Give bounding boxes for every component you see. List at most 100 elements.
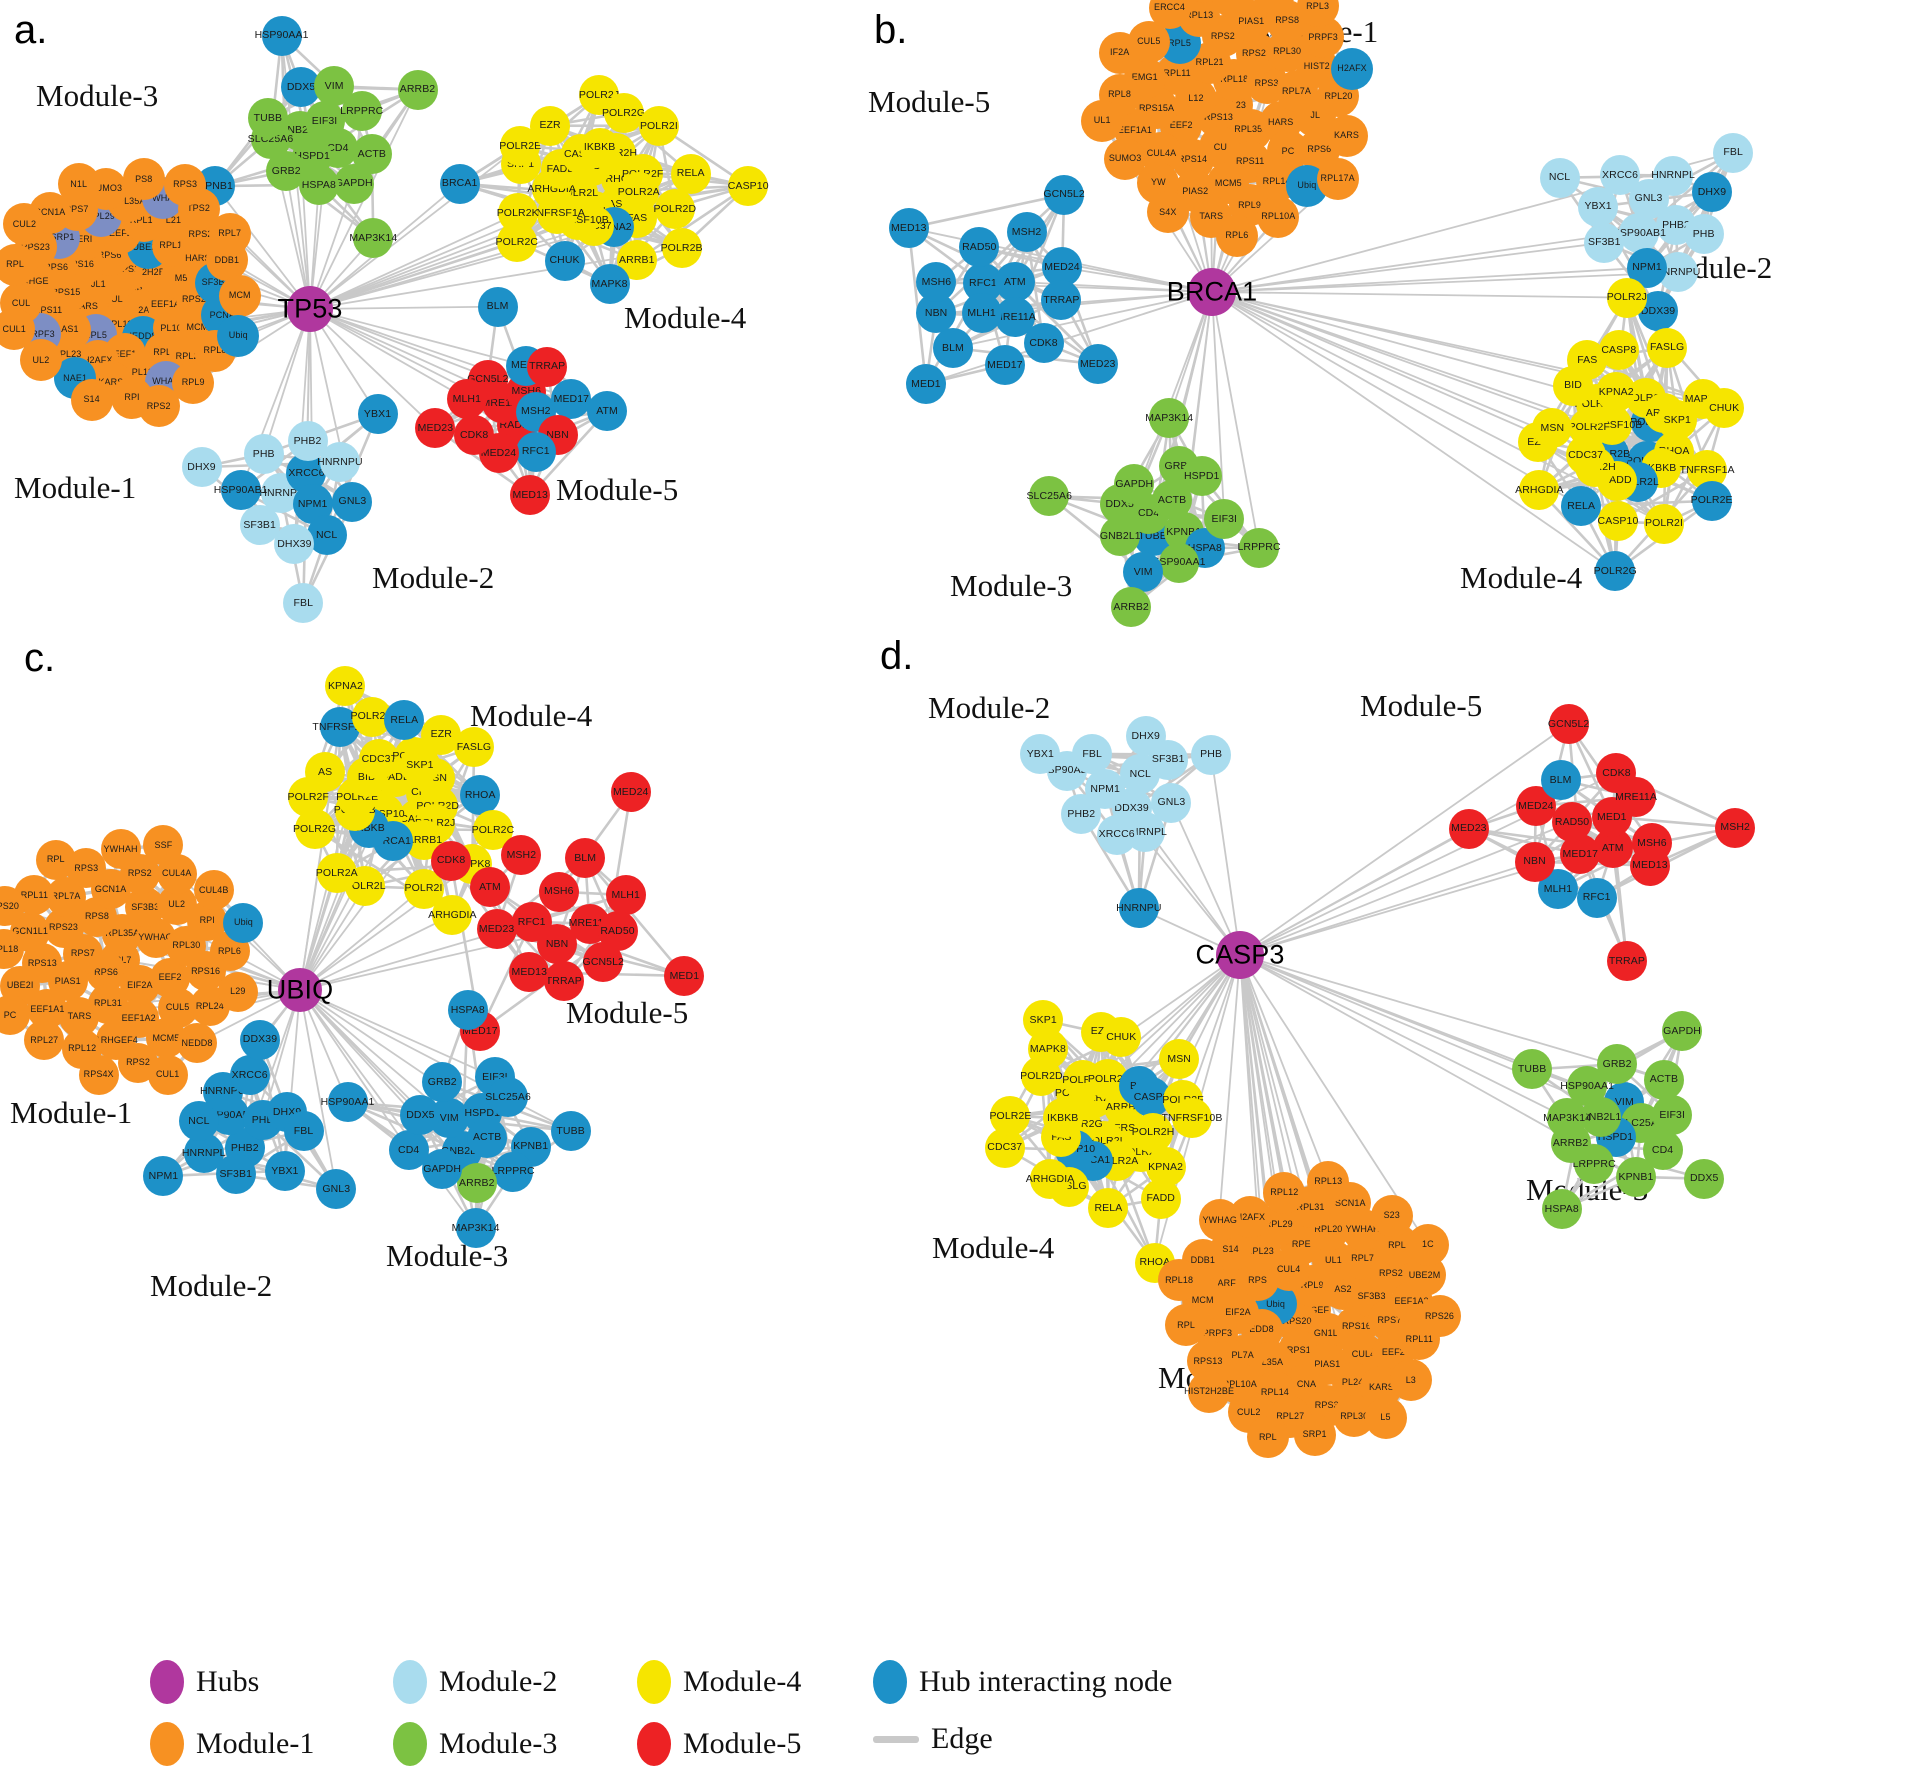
node-xrcc6[interactable]: XRCC6 [1600, 154, 1641, 195]
node-as[interactable]: AS [305, 752, 346, 793]
node-gcn5l2[interactable]: GCN5L2 [1043, 174, 1085, 215]
hub-node-casp3[interactable]: CASP3 [1195, 931, 1284, 979]
node-ybx1[interactable]: YBX1 [264, 1150, 305, 1191]
node-ywhag[interactable]: YWHAG [1198, 1199, 1241, 1242]
node-rpl27[interactable]: RPL27 [24, 1020, 65, 1061]
node-arhgdia[interactable]: ARHGDIA [1026, 1159, 1074, 1200]
node-msh6[interactable]: MSH6 [538, 871, 579, 912]
node-dhx9[interactable]: DHX9 [1691, 172, 1732, 213]
node-med17[interactable]: MED17 [551, 378, 592, 419]
node-ybx1[interactable]: YBX1 [357, 394, 398, 435]
node-rela[interactable]: RELA [670, 153, 711, 194]
node-dhx9[interactable]: DHX9 [181, 447, 222, 488]
node-fbl[interactable]: FBL [1072, 733, 1113, 774]
node-phb[interactable]: PHB [1683, 214, 1724, 255]
node-trrap[interactable]: TRRAP [527, 346, 568, 387]
node-hnrnpl[interactable]: HNRNPL [1651, 155, 1695, 196]
node-polr2a[interactable]: POLR2A [316, 853, 358, 894]
node-casp10[interactable]: CASP10 [728, 165, 769, 206]
node-actb[interactable]: ACTB [1643, 1059, 1684, 1100]
node-blm[interactable]: BLM [565, 838, 606, 879]
node-ul2[interactable]: UL2 [19, 339, 62, 382]
node-rad50[interactable]: RAD50 [1552, 801, 1593, 842]
node-l3[interactable]: L3 [1389, 1359, 1432, 1402]
node-grb2[interactable]: GRB2 [422, 1062, 463, 1103]
node-arrb2[interactable]: ARRB2 [1111, 587, 1152, 628]
node-msn[interactable]: MSN [1532, 407, 1573, 448]
node-blm[interactable]: BLM [932, 328, 973, 368]
hub-node-tp53[interactable]: TP53 [278, 286, 342, 332]
node-s4x[interactable]: S4X [1146, 191, 1189, 234]
node-slc25a6[interactable]: SLC25A6 [1026, 476, 1072, 517]
node-mlh1[interactable]: MLH1 [961, 293, 1002, 334]
node-eif3i[interactable]: EIF3I [1204, 499, 1245, 540]
node-ybx1[interactable]: YBX1 [1020, 733, 1061, 774]
node-arrb2[interactable]: ARRB2 [456, 1163, 497, 1204]
node-lrpprc[interactable]: LRPPRC [492, 1151, 535, 1192]
node-atm[interactable]: ATM [994, 261, 1035, 302]
node-polr2e[interactable]: POLR2E [1691, 480, 1733, 521]
node-hnrnpu[interactable]: HNRNPU [317, 442, 363, 483]
node-h2afx[interactable]: H2AFX [1331, 47, 1374, 90]
node-atm[interactable]: ATM [587, 391, 628, 432]
node-n1l[interactable]: N1L [57, 163, 100, 206]
node-msh2[interactable]: MSH2 [1006, 212, 1047, 253]
node-eif3i[interactable]: EIF3I [304, 101, 345, 142]
node-fbl[interactable]: FBL [283, 1111, 324, 1152]
node-rpl10a[interactable]: RPL10A [1257, 195, 1300, 238]
node-ywhah[interactable]: YWHAH [100, 829, 141, 870]
node-hsp90aa1[interactable]: HSP90AA1 [1152, 542, 1205, 583]
node-fadd[interactable]: FADD [1140, 1178, 1181, 1219]
node-casp8[interactable]: CASP8 [1598, 330, 1639, 371]
node-sf3b3[interactable]: SF3B3 [125, 887, 166, 928]
node-ddx5[interactable]: DDX5 [1684, 1158, 1725, 1199]
node-rpl6[interactable]: RPL6 [1215, 214, 1258, 257]
node-faslg[interactable]: FASLG [453, 727, 494, 768]
node-med1[interactable]: MED1 [664, 955, 705, 996]
hub-node-brca1[interactable]: BRCA1 [1167, 268, 1257, 316]
node-gcn5l2[interactable]: GCN5L2 [583, 942, 624, 983]
node-rps26[interactable]: RPS26 [1418, 1295, 1461, 1338]
node-rpl9[interactable]: RPL9 [172, 361, 215, 404]
node-sumo3[interactable]: SUMO3 [1104, 137, 1147, 180]
node-l29[interactable]: L29 [217, 971, 258, 1012]
node-tubb[interactable]: TUBB [247, 97, 288, 138]
node-rpl[interactable]: RPL [35, 839, 76, 880]
node-chuk[interactable]: CHUK [1101, 1017, 1142, 1058]
node-rpl17a[interactable]: RPL17A [1316, 157, 1359, 200]
node-rps3[interactable]: RPS3 [164, 163, 207, 206]
node-tubb[interactable]: TUBB [550, 1110, 591, 1151]
node-ezr[interactable]: EZR [530, 105, 571, 146]
node-polr2g[interactable]: POLR2G [602, 92, 645, 133]
node-gnl3[interactable]: GNL3 [1151, 782, 1192, 823]
node-chuk[interactable]: CHUK [544, 240, 585, 281]
node-cdk8[interactable]: CDK8 [1023, 322, 1064, 363]
node-rhoa[interactable]: RHOA [460, 775, 501, 816]
node-msh6[interactable]: MSH6 [916, 262, 957, 303]
node-s14[interactable]: S14 [70, 378, 113, 421]
node-rpl[interactable]: RPL [0, 243, 37, 286]
node-lrpprc[interactable]: LRPPRC [1237, 527, 1281, 568]
node-med13[interactable]: MED13 [1629, 845, 1670, 886]
node-ube2m[interactable]: UBE2M [1211, 0, 1254, 19]
node-hsp90ab1[interactable]: HSP90AB1 [1612, 213, 1666, 254]
node-ikbkb[interactable]: IKBKB [579, 127, 620, 168]
node-sf3b1[interactable]: SF3B1 [1584, 222, 1625, 263]
node-msh2[interactable]: MSH2 [1715, 807, 1756, 848]
node-rela[interactable]: RELA [1561, 485, 1602, 526]
node-s23[interactable]: S23 [1370, 1194, 1413, 1237]
node-rps4x[interactable]: RPS4X [78, 1054, 119, 1095]
node-med13[interactable]: MED13 [888, 207, 929, 248]
hub-node-ubiq[interactable]: UBIQ [267, 968, 333, 1012]
node-arrb2[interactable]: ARRB2 [397, 69, 438, 110]
node-fbl[interactable]: FBL [283, 583, 324, 624]
node-phb[interactable]: PHB [1191, 734, 1232, 775]
node-mapk8[interactable]: MAPK8 [589, 264, 630, 305]
node-xrcc6[interactable]: XRCC6 [229, 1055, 270, 1096]
node-phb[interactable]: PHB [243, 434, 284, 475]
node-gapdh[interactable]: GAPDH [1662, 1010, 1703, 1051]
node-map3k14[interactable]: MAP3K14 [349, 217, 397, 258]
node-polr2i[interactable]: POLR2I [638, 105, 679, 146]
node-mlh1[interactable]: MLH1 [446, 379, 487, 420]
node-rela[interactable]: RELA [1088, 1187, 1129, 1228]
